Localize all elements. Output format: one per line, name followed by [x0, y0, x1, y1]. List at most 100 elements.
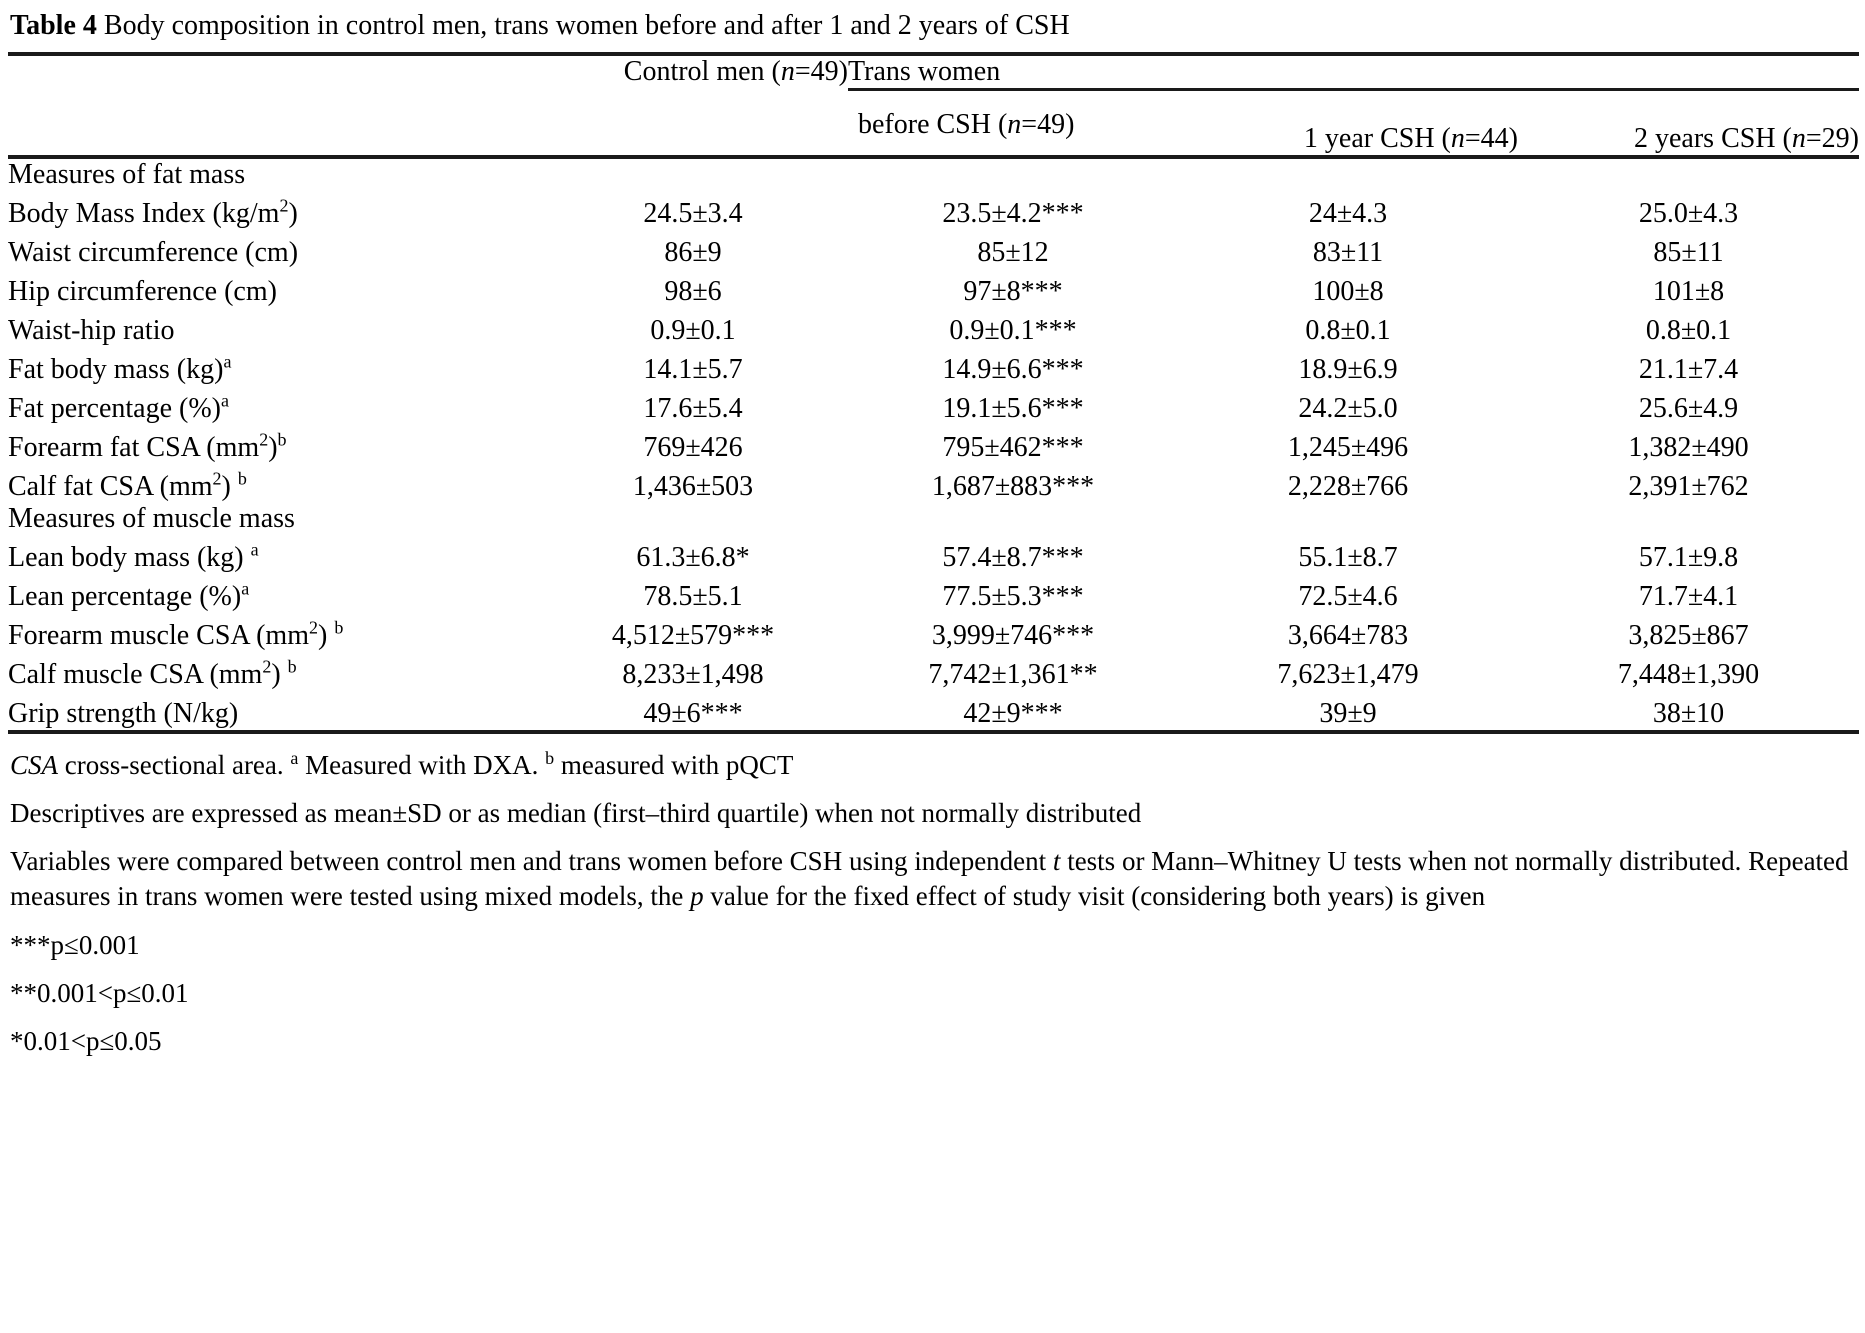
footnote-comparison-part3: value for the fixed effect of study visi… [703, 881, 1486, 912]
cell-leanmass-year2: 57.1±9.8 [1638, 542, 1739, 574]
header-trans-women: Trans women [848, 56, 1859, 88]
footnote-abbreviations: CSA cross-sectional area. a Measured wit… [10, 748, 1857, 783]
cell-waist-year1: 83±11 [1312, 237, 1384, 269]
cell-forearmfat-year2: 1,382±490 [1628, 432, 1749, 464]
row-label-bmi: Body Mass Index (kg/m2) [8, 195, 298, 230]
body-composition-table: Control men (n=49) Trans women before CS… [8, 52, 1859, 737]
cell-hip-year2: 101±8 [1652, 276, 1725, 308]
table-row: Hip circumference (cm) 98±6 97±8*** 100±… [8, 269, 1859, 308]
table-row: Fat body mass (kg)a 14.1±5.7 14.9±6.6***… [8, 347, 1859, 386]
footnote-significance-3: *0.01<p≤0.05 [10, 1025, 162, 1056]
cell-calffat-year2: 2,391±762 [1628, 471, 1749, 503]
table-row: Lean percentage (%)a 78.5±5.1 77.5±5.3**… [8, 574, 1859, 613]
cell-fatpct-before: 19.1±5.6*** [942, 393, 1084, 425]
row-label-fat-percentage: Fat percentage (%)a [8, 390, 229, 425]
cell-forearmfat-year1: 1,245±496 [1287, 432, 1409, 464]
row-label-fat-body-mass: Fat body mass (kg)a [8, 351, 232, 386]
cell-grip-year2: 38±10 [1652, 698, 1725, 730]
cell-grip-before: 42±9*** [963, 698, 1063, 730]
header-trans-women-label: Trans women [848, 56, 1001, 88]
cell-whr-control: 0.9±0.1 [650, 315, 736, 347]
header-control-men-label: Control men (n=49) [623, 56, 848, 88]
cell-calffat-control: 1,436±503 [632, 471, 754, 503]
row-label-waist-hip-ratio: Waist-hip ratio [8, 315, 175, 347]
header-year1-csh: 1 year CSH (n=44) [1178, 90, 1518, 156]
row-label-hip-circumference: Hip circumference (cm) [8, 276, 277, 308]
header-year2-csh-label: 2 years CSH (n=29) [1634, 123, 1859, 155]
cell-forearmmuscle-year1: 3,664±783 [1287, 620, 1409, 652]
cell-leanpct-control: 78.5±5.1 [643, 581, 743, 613]
cell-whr-year1: 0.8±0.1 [1305, 315, 1391, 347]
row-label-lean-percentage: Lean percentage (%)a [8, 578, 250, 613]
table-row: Waist-hip ratio 0.9±0.1 0.9±0.1*** 0.8±0… [8, 308, 1859, 347]
cell-forearmmuscle-year2: 3,825±867 [1628, 620, 1749, 652]
row-label-forearm-fat-csa: Forearm fat CSA (mm2)b [8, 429, 287, 464]
cell-waist-before: 85±12 [977, 237, 1049, 269]
footnote-csa-text: cross-sectional area. [58, 750, 291, 781]
section-header-row: Measures of muscle mass [8, 503, 1859, 535]
table-row: Calf muscle CSA (mm2) b 8,233±1,498 7,74… [8, 652, 1859, 691]
header-year1-csh-label: 1 year CSH (n=44) [1303, 123, 1518, 155]
table-row: Grip strength (N/kg) 49±6*** 42±9*** 39±… [8, 691, 1859, 732]
table-footnotes: CSA cross-sectional area. a Measured wit… [0, 734, 1865, 1059]
cell-leanmass-year1: 55.1±8.7 [1298, 542, 1398, 574]
footnote-significance-1: ***p≤0.001 [10, 929, 140, 960]
footnote-sup-b: b [545, 748, 555, 769]
table-caption: Table 4 Body composition in control men,… [0, 0, 1865, 52]
cell-fatmass-year1: 18.9±6.9 [1298, 354, 1398, 386]
footnote-italic-p: p [690, 881, 704, 912]
section-header-row: Measures of fat mass [8, 157, 1859, 191]
cell-calfmuscle-year1: 7,623±1,479 [1277, 659, 1419, 691]
footnote-sup-a: a [290, 748, 299, 769]
cell-bmi-year1: 24±4.3 [1308, 198, 1388, 230]
header-row-groups: Control men (n=49) Trans women [8, 56, 1859, 88]
row-label-forearm-muscle-csa: Forearm muscle CSA (mm2) b [8, 617, 344, 652]
cell-leanpct-year2: 71.7±4.1 [1638, 581, 1739, 613]
cell-whr-before: 0.9±0.1*** [949, 315, 1077, 347]
table-row: Forearm muscle CSA (mm2) b 4,512±579*** … [8, 613, 1859, 652]
cell-fatmass-control: 14.1±5.7 [643, 354, 743, 386]
cell-bmi-control: 24.5±3.4 [643, 198, 743, 230]
row-label-calf-muscle-csa: Calf muscle CSA (mm2) b [8, 656, 297, 691]
cell-calffat-year1: 2,228±766 [1287, 471, 1409, 503]
row-label-calf-fat-csa: Calf fat CSA (mm2) b [8, 468, 247, 503]
footnote-significance-2: **0.001<p≤0.01 [10, 977, 189, 1008]
header-before-csh: before CSH (n=49) [848, 90, 1178, 156]
cell-forearmfat-before: 795±462*** [942, 432, 1084, 464]
table-row: Body Mass Index (kg/m2) 24.5±3.4 23.5±4.… [8, 191, 1859, 230]
header-control-men: Control men (n=49) [538, 56, 848, 88]
row-label-waist-circumference: Waist circumference (cm) [8, 237, 299, 269]
cell-waist-control: 86±9 [664, 237, 722, 269]
footnote-italic-t: t [1052, 846, 1061, 877]
footnote-comparison: Variables were compared between control … [10, 844, 1857, 914]
cell-waist-year2: 85±11 [1653, 237, 1724, 269]
subheader-control-blank [538, 90, 848, 156]
table-row: Lean body mass (kg) a 61.3±6.8* 57.4±8.7… [8, 535, 1859, 574]
footnote-comparison-part2: tests or Mann–Whitney U tests when not n… [10, 846, 1849, 912]
cell-leanmass-before: 57.4±8.7*** [942, 542, 1084, 574]
cell-forearmmuscle-control: 4,512±579*** [611, 620, 775, 652]
table-row: Calf fat CSA (mm2) b 1,436±503 1,687±883… [8, 464, 1859, 503]
section-title-muscle-mass: Measures of muscle mass [8, 503, 295, 535]
row-label-lean-body-mass: Lean body mass (kg) a [8, 539, 259, 574]
cell-hip-before: 97±8*** [963, 276, 1063, 308]
table-row: Fat percentage (%)a 17.6±5.4 19.1±5.6***… [8, 386, 1859, 425]
header-row-subgroups: before CSH (n=49) 1 year CSH (n=44) 2 ye… [8, 90, 1859, 156]
section-title-fat-mass: Measures of fat mass [8, 159, 246, 191]
cell-hip-year1: 100±8 [1312, 276, 1384, 308]
table-row: Waist circumference (cm) 86±9 85±12 83±1… [8, 230, 1859, 269]
trans-women-subrule [848, 87, 1859, 91]
cell-fatmass-year2: 21.1±7.4 [1638, 354, 1739, 386]
cell-calfmuscle-year2: 7,448±1,390 [1617, 659, 1760, 691]
table-row: Forearm fat CSA (mm2)b 769±426 795±462**… [8, 425, 1859, 464]
cell-bmi-before: 23.5±4.2*** [942, 198, 1084, 230]
cell-grip-control: 49±6*** [643, 698, 743, 730]
footnote-descriptives: Descriptives are expressed as mean±SD or… [10, 798, 1142, 829]
cell-forearmmuscle-before: 3,999±746*** [931, 620, 1095, 652]
cell-whr-year2: 0.8±0.1 [1645, 315, 1732, 347]
footnote-comparison-part1: Variables were compared between control … [10, 846, 1053, 877]
subheader-blank-cell [8, 90, 538, 156]
cell-forearmfat-control: 769±426 [643, 432, 743, 464]
caption-text: Body composition in control men, trans w… [103, 10, 1070, 41]
